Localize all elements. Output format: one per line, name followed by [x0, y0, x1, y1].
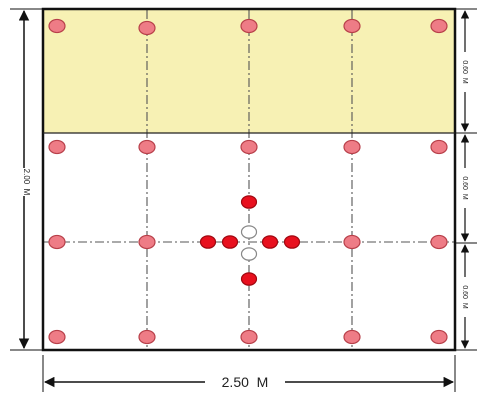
sampling-point	[240, 139, 258, 155]
center-point-red	[240, 272, 258, 286]
grid-lines	[44, 10, 454, 349]
sampling-point	[138, 329, 156, 345]
sampling-point	[343, 329, 361, 345]
width-label: 2.50 M	[222, 374, 269, 390]
sampling-point	[430, 234, 448, 250]
height-label: 2.00 M	[22, 169, 31, 196]
sampling-point	[430, 18, 448, 34]
sampling-point	[138, 139, 156, 155]
sampling-point	[430, 139, 448, 155]
sampling-point	[138, 20, 156, 36]
sampling-point	[138, 234, 156, 250]
sampling-point	[240, 329, 258, 345]
sampling-point	[343, 234, 361, 250]
sampling-point	[48, 329, 66, 345]
center-point-red	[199, 235, 217, 249]
center-point-red	[261, 235, 279, 249]
sampling-point	[343, 139, 361, 155]
sampling-point	[48, 234, 66, 250]
sampling-point	[343, 18, 361, 34]
segment-label-bg-1	[459, 168, 471, 208]
segment-label-1: 0.60 M	[461, 176, 468, 200]
center-point-red	[240, 195, 258, 209]
center-point-white	[240, 247, 258, 261]
center-point-red	[283, 235, 301, 249]
sampling-point	[430, 329, 448, 345]
segment-label-bg-2	[459, 277, 471, 317]
segment-label-2: 0.60 M	[461, 285, 468, 309]
segment-label-bg-0	[459, 52, 471, 92]
plot-border	[41, 7, 457, 352]
sampling-point	[240, 18, 258, 34]
center-point-red	[221, 235, 239, 249]
segment-label-0: 0.60 M	[461, 60, 468, 84]
sampling-point	[48, 18, 66, 34]
sampling-points	[48, 18, 448, 345]
center-point-white	[240, 225, 258, 239]
sampling-point	[48, 139, 66, 155]
